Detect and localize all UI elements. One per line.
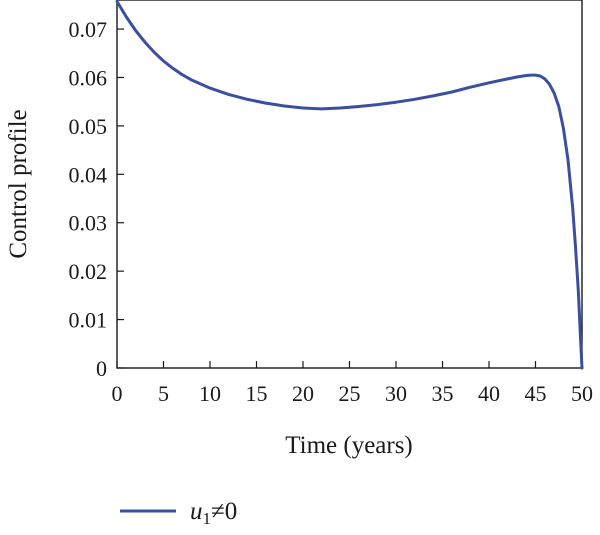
x-tick-label: 50 bbox=[571, 381, 593, 406]
x-tick-label: 0 bbox=[112, 381, 123, 406]
x-tick-label: 30 bbox=[385, 381, 407, 406]
x-tick-label: 10 bbox=[199, 381, 221, 406]
y-tick-label: 0.04 bbox=[69, 162, 108, 187]
x-tick-label: 15 bbox=[246, 381, 268, 406]
y-tick-label: 0.07 bbox=[69, 17, 108, 42]
y-tick-label: 0.02 bbox=[69, 259, 108, 284]
series-line-u1 bbox=[115, 0, 584, 370]
legend-relation: ≠0 bbox=[211, 498, 237, 525]
x-axis-title: Time (years) bbox=[285, 432, 413, 459]
x-tick-label: 25 bbox=[339, 381, 361, 406]
legend-symbol: u bbox=[190, 498, 203, 525]
plot-frame bbox=[116, 0, 583, 369]
legend-subscript: 1 bbox=[203, 509, 212, 528]
y-axis: 0 0.01 0.02 0.03 0.04 0.05 0.06 0.07 bbox=[69, 17, 124, 381]
y-tick-label: 0.01 bbox=[69, 308, 108, 333]
x-tick-label: 40 bbox=[478, 381, 500, 406]
x-tick-label: 35 bbox=[432, 381, 454, 406]
x-tick-label: 20 bbox=[292, 381, 314, 406]
y-tick-label: 0.06 bbox=[69, 65, 108, 90]
x-tick-label: 5 bbox=[158, 381, 169, 406]
y-tick-label: 0 bbox=[96, 356, 107, 381]
legend-label: u1≠0 bbox=[190, 498, 237, 528]
x-tick-label: 45 bbox=[525, 381, 547, 406]
x-axis: 0 5 10 15 20 25 30 35 40 45 50 bbox=[112, 361, 593, 406]
y-tick-label: 0.05 bbox=[69, 114, 108, 139]
y-axis-title: Control profile bbox=[5, 109, 32, 258]
legend: u1≠0 bbox=[120, 498, 237, 528]
y-tick-label: 0.03 bbox=[69, 211, 108, 236]
